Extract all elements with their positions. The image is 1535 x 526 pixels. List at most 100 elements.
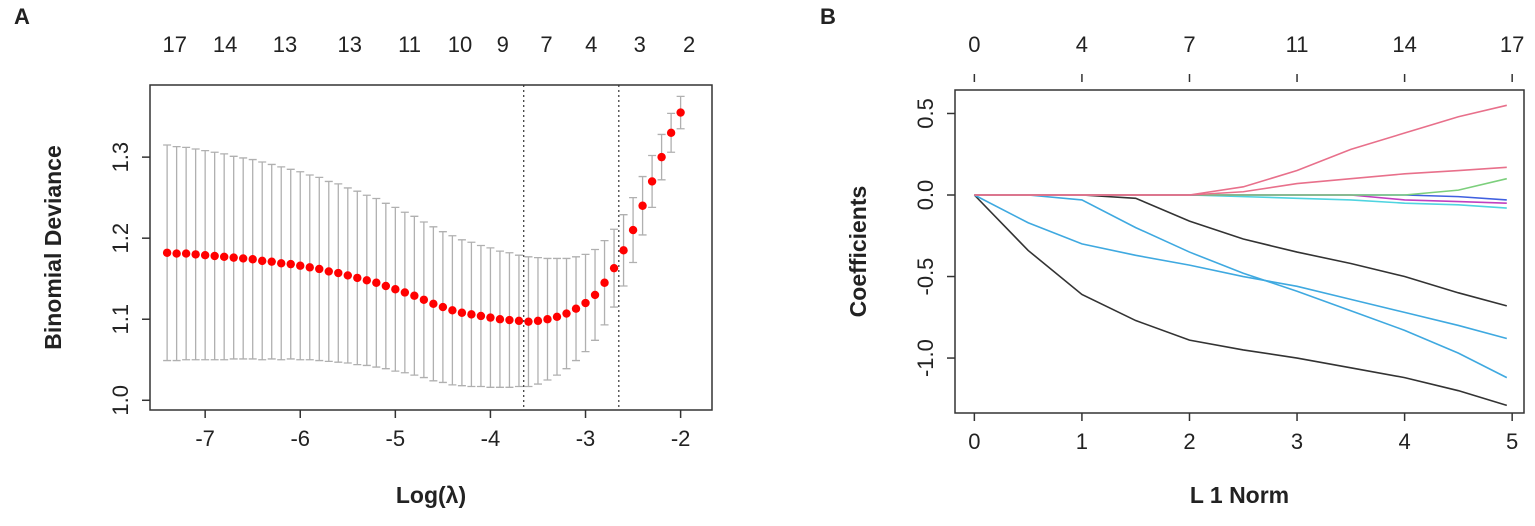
coefficient-line xyxy=(974,194,1507,307)
top-tick-label: 10 xyxy=(448,32,472,57)
point xyxy=(619,246,628,255)
x-tick-label: 0 xyxy=(968,429,980,454)
point xyxy=(248,255,257,264)
point xyxy=(305,263,314,272)
point xyxy=(514,316,524,326)
point xyxy=(219,252,229,262)
x-tick-label: -3 xyxy=(576,426,596,451)
x-axis-title: Log(λ) xyxy=(396,482,466,508)
point xyxy=(543,315,552,324)
point xyxy=(353,273,362,283)
top-tick-label: 17 xyxy=(162,32,186,57)
x-tick-label: -4 xyxy=(481,426,501,451)
point xyxy=(533,316,543,326)
point xyxy=(600,278,609,287)
top-tick-label: 4 xyxy=(585,32,597,57)
point xyxy=(286,259,295,269)
top-tick-label: 11 xyxy=(1286,32,1309,57)
point xyxy=(362,276,372,285)
point xyxy=(581,298,590,308)
point xyxy=(343,271,352,280)
point xyxy=(647,177,657,186)
point xyxy=(562,309,571,318)
point xyxy=(495,315,505,324)
point xyxy=(676,108,685,117)
point xyxy=(267,257,276,266)
point xyxy=(628,225,638,235)
top-tick-label: 11 xyxy=(398,32,421,57)
top-tick-label: 13 xyxy=(273,32,297,57)
top-tick-label: 13 xyxy=(337,32,361,57)
point xyxy=(448,306,457,315)
top-tick-label: 4 xyxy=(1076,32,1088,57)
point xyxy=(657,152,666,162)
point xyxy=(410,291,419,300)
point xyxy=(372,278,381,287)
y-axis-title: Coefficients xyxy=(845,186,871,318)
point xyxy=(524,317,533,326)
y-axis-title: Binomial Deviance xyxy=(40,145,66,350)
panel-label: B xyxy=(820,4,836,29)
point xyxy=(400,288,410,297)
y-tick-label: 1.3 xyxy=(108,142,133,173)
x-tick-label: 3 xyxy=(1291,429,1303,454)
point xyxy=(438,302,448,312)
coefficient-line xyxy=(974,194,1508,379)
point xyxy=(476,311,486,321)
point xyxy=(315,264,324,274)
point xyxy=(172,249,181,258)
point xyxy=(162,248,172,257)
top-tick-label: 14 xyxy=(1392,32,1416,57)
point xyxy=(391,285,400,294)
x-tick-label: -2 xyxy=(671,426,691,451)
coefficient-line xyxy=(973,194,1508,407)
point xyxy=(200,250,210,260)
point xyxy=(419,295,429,304)
x-tick-label: 1 xyxy=(1076,429,1088,454)
top-tick-label: 7 xyxy=(1183,32,1195,57)
point xyxy=(486,313,495,322)
top-tick-label: 14 xyxy=(213,32,237,57)
x-tick-label: -5 xyxy=(386,426,406,451)
point xyxy=(457,308,467,317)
x-tick-label: -7 xyxy=(195,426,215,451)
coefficient-line xyxy=(974,166,1507,196)
top-tick-label: 7 xyxy=(540,32,552,57)
x-axis-title: L 1 Norm xyxy=(1190,482,1289,508)
top-tick-label: 17 xyxy=(1500,32,1524,57)
y-tick-label: 1.0 xyxy=(108,385,133,416)
point xyxy=(324,267,333,276)
point xyxy=(571,304,581,313)
plot-box xyxy=(954,89,1525,414)
top-tick-label: 0 xyxy=(968,32,980,57)
point xyxy=(552,312,562,321)
top-tick-label: 2 xyxy=(683,32,695,57)
point xyxy=(467,310,476,319)
x-tick-label: 2 xyxy=(1183,429,1195,454)
top-tick-label: 3 xyxy=(634,32,646,57)
point xyxy=(258,256,267,266)
x-tick-label: -6 xyxy=(290,426,310,451)
y-tick-label: 1.1 xyxy=(108,304,133,335)
y-tick-label: 0.0 xyxy=(913,180,938,211)
y-tick-label: -1.0 xyxy=(913,339,938,377)
point xyxy=(334,268,343,278)
point xyxy=(638,201,647,210)
point xyxy=(238,254,248,263)
point xyxy=(381,281,391,291)
point xyxy=(666,128,676,138)
point xyxy=(277,259,286,268)
top-tick-label: 9 xyxy=(497,32,509,57)
point xyxy=(609,263,619,273)
x-tick-label: 4 xyxy=(1398,429,1410,454)
point xyxy=(210,251,219,261)
y-tick-label: -0.5 xyxy=(913,258,938,296)
point xyxy=(590,290,600,300)
plot-box xyxy=(149,84,713,411)
panel-label: A xyxy=(14,4,30,29)
point xyxy=(181,249,191,258)
point xyxy=(191,250,200,259)
point xyxy=(505,315,514,325)
x-tick-label: 5 xyxy=(1506,429,1518,454)
